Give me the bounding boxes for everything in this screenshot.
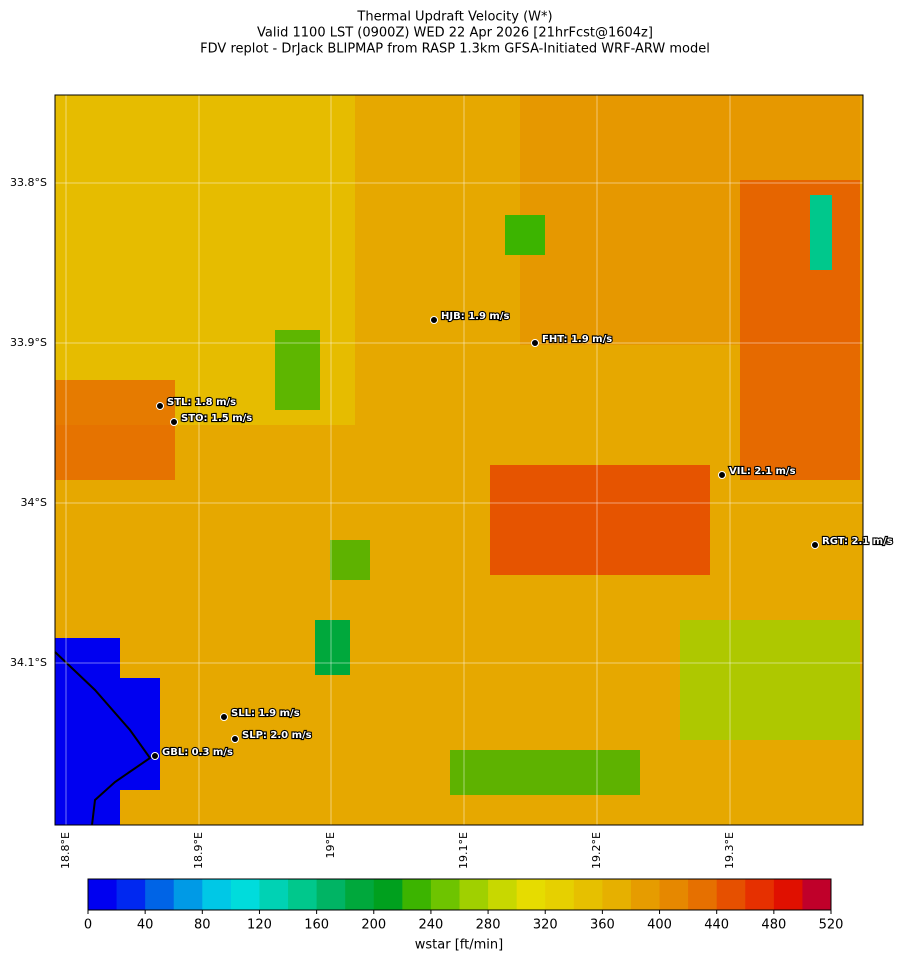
lon-label: 19.2°E	[590, 832, 603, 869]
station-dot	[151, 752, 159, 760]
colorbar-bin	[545, 879, 575, 910]
colorbar-label: wstar [ft/min]	[415, 938, 503, 953]
field-patch	[330, 540, 370, 580]
field-patch	[55, 380, 175, 480]
field-patch	[490, 465, 710, 575]
lon-label: 19.3°E	[723, 832, 736, 869]
station-dot	[231, 735, 239, 743]
colorbar-bin	[288, 879, 318, 910]
colorbar-bin	[316, 879, 346, 910]
colorbar-bin	[116, 879, 146, 910]
lat-label: 34°S	[21, 496, 47, 509]
colorbar-tick-label: 440	[704, 918, 729, 933]
title-line: Valid 1100 LST (0900Z) WED 22 Apr 2026 […	[257, 26, 653, 41]
colorbar-bin	[345, 879, 375, 910]
lon-label: 18.9°E	[192, 832, 205, 869]
colorbar-bin	[716, 879, 746, 910]
colorbar-tick-label: 0	[84, 918, 92, 933]
map-frame	[54, 94, 864, 826]
coastline	[54, 651, 152, 826]
station-dot	[156, 402, 164, 410]
colorbar-tick-label: 280	[476, 918, 501, 933]
colorbar-bin	[459, 879, 489, 910]
lon-label: 19°E	[324, 832, 337, 858]
station-label: GBL: 0.3 m/s	[162, 747, 233, 758]
field-patch	[315, 620, 350, 675]
colorbar-bin	[745, 879, 775, 910]
station-label: SLP: 2.0 m/s	[242, 730, 312, 741]
station-dot	[220, 713, 228, 721]
title-line: Thermal Updraft Velocity (W*)	[356, 10, 552, 25]
station-label: FHT: 1.9 m/s	[542, 334, 612, 345]
lat-label: 34.1°S	[10, 656, 47, 669]
lat-labels: 33.8°S 33.9°S 34°S 34.1°S	[10, 176, 47, 669]
colorbar-bin	[230, 879, 260, 910]
colorbar-tick-label: 160	[304, 918, 329, 933]
map-area	[54, 94, 864, 826]
colorbar-tick-label: 40	[137, 918, 154, 933]
colorbar-bin	[145, 879, 175, 910]
colorbar-bin	[688, 879, 718, 910]
colorbar-bin	[202, 879, 232, 910]
colorbar-tick-label: 360	[590, 918, 615, 933]
colorbar-bin	[373, 879, 403, 910]
station-dot	[531, 339, 539, 347]
title-line: FDV replot - DrJack BLIPMAP from RASP 1.…	[200, 42, 710, 57]
field-patch	[505, 215, 545, 255]
colorbar-bin	[802, 879, 832, 910]
colorbar-bin	[430, 879, 460, 910]
station-label: HJB: 1.9 m/s	[441, 311, 509, 322]
lon-labels: 18.8°E 18.9°E 19°E 19.1°E 19.2°E 19.3°E	[59, 832, 736, 869]
field-patch	[740, 180, 860, 480]
colorbar-tick-label: 80	[194, 918, 211, 933]
station-dot	[430, 316, 438, 324]
colorbar-bin	[88, 879, 118, 910]
station-dot	[811, 541, 819, 549]
station-label: RGT: 2.1 m/s	[822, 536, 893, 547]
field-patch	[275, 330, 320, 410]
field-patch	[810, 195, 832, 270]
field-patch	[680, 620, 860, 740]
lon-label: 19.1°E	[457, 832, 470, 869]
lat-label: 33.8°S	[10, 176, 47, 189]
station-dot	[718, 471, 726, 479]
colorbar-tick-label: 200	[361, 918, 386, 933]
colorbar-bin	[488, 879, 518, 910]
ocean-patch	[55, 638, 160, 825]
station-dot	[170, 418, 178, 426]
colorbar-tick-label: 240	[419, 918, 444, 933]
stations: HJB: 1.9 m/s FHT: 1.9 m/s STL: 1.8 m/s S…	[151, 310, 894, 760]
colorbar-bin	[402, 879, 432, 910]
colorbar-tick-label: 520	[819, 918, 844, 933]
colorbar-bin	[173, 879, 203, 910]
lat-label: 33.9°S	[10, 336, 47, 349]
colorbar-bin	[773, 879, 803, 910]
colorbar-bin	[630, 879, 661, 910]
colorbar-bin	[659, 879, 689, 910]
colorbar-tick-label: 320	[533, 918, 558, 933]
colorbar-tick-label: 120	[247, 918, 272, 933]
colorbar-bin	[259, 879, 289, 910]
field-patch	[450, 750, 640, 795]
station-label: VIL: 2.1 m/s	[729, 466, 796, 477]
colorbar-tick-label: 480	[761, 918, 786, 933]
colorbar: 0 40 80 120 160 200 240 280 320 360 400 440 480 520	[84, 878, 844, 933]
station-label: STL: 1.8 m/s	[167, 397, 236, 408]
colorbar-bin	[602, 879, 632, 910]
colorbar-frame	[87, 878, 832, 911]
colorbar-tick-label: 400	[647, 918, 672, 933]
colorbar-bin	[516, 879, 546, 910]
lon-label: 18.8°E	[59, 832, 72, 869]
colorbar-bin	[573, 879, 603, 910]
grid	[55, 95, 863, 825]
station-label: SLL: 1.9 m/s	[231, 708, 300, 719]
station-label: STO: 1.5 m/s	[181, 413, 252, 424]
